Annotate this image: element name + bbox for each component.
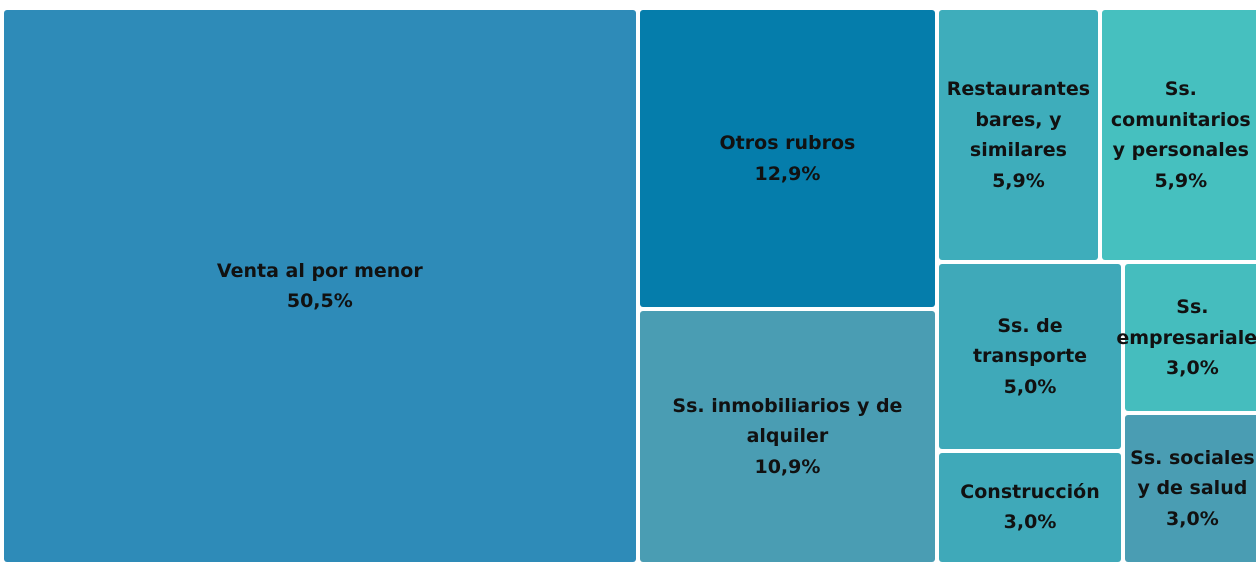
value-label: 10,9%: [754, 455, 821, 478]
value-label: 5,9%: [1154, 169, 1208, 192]
value-label: 3,0%: [1003, 511, 1057, 534]
tile-label: Restaurantes bares, y similares 5,9%: [939, 74, 1097, 196]
value-label: 5,0%: [1003, 375, 1057, 398]
tile: Venta al por menor 50,5%: [4, 10, 636, 562]
category-label: Ss. sociales y de salud: [1130, 446, 1255, 500]
category-label: Ss. comunitarios y personales: [1110, 78, 1251, 162]
tile-label: Construcción 3,0%: [956, 477, 1103, 538]
category-label: Ss. de transporte: [972, 314, 1088, 368]
tile: Ss. sociales y de salud 3,0%: [1124, 415, 1256, 562]
tile: Ss. empresariales 3,0%: [1116, 264, 1256, 412]
tile: Restaurantes bares, y similares 5,9%: [939, 10, 1098, 261]
value-label: 3,0%: [1166, 356, 1219, 379]
category-label: Construcción: [960, 481, 1100, 504]
tile-label: Venta al por menor 50,5%: [213, 256, 427, 317]
value-label: 50,5%: [286, 290, 353, 312]
category-label: Ss. empresariales: [1116, 296, 1256, 349]
tile: Construcción 3,0%: [939, 452, 1121, 562]
category-label: Restaurantes bares, y similares: [946, 78, 1091, 162]
tile-label: Ss. empresariales 3,0%: [1112, 292, 1256, 383]
tile: Otros rubros 12,9%: [639, 10, 936, 308]
category-label: Otros rubros: [719, 132, 856, 155]
value-label: 3,0%: [1166, 507, 1219, 530]
tile: Ss. de transporte 5,0%: [939, 264, 1121, 449]
tile: Ss. comunitarios y personales 5,9%: [1101, 10, 1256, 261]
tile: Ss. inmobiliarios y de alquiler 10,9%: [639, 311, 936, 562]
tile-label: Ss. comunitarios y personales 5,9%: [1102, 74, 1256, 196]
tile-label: Ss. sociales y de salud 3,0%: [1125, 443, 1256, 534]
tile-label: Ss. de transporte 5,0%: [939, 311, 1121, 402]
category-label: Venta al por menor: [216, 259, 423, 282]
tile-label: Ss. inmobiliarios y de alquiler 10,9%: [640, 391, 936, 482]
value-label: 5,9%: [992, 169, 1045, 192]
value-label: 12,9%: [754, 162, 821, 185]
category-label: Ss. inmobiliarios y de alquiler: [672, 395, 903, 448]
tile-label: Otros rubros 12,9%: [716, 128, 860, 189]
